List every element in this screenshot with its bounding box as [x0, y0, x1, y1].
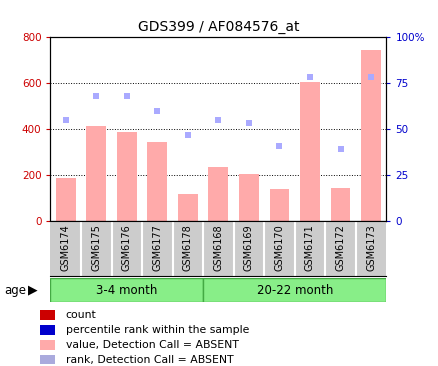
Text: rank, Detection Call = ABSENT: rank, Detection Call = ABSENT: [66, 355, 233, 365]
Bar: [50, 278, 203, 302]
Point: [153, 108, 160, 113]
Bar: [56, 178, 75, 221]
Title: GDS399 / AF084576_at: GDS399 / AF084576_at: [138, 20, 298, 34]
Text: GSM6168: GSM6168: [213, 224, 223, 271]
Point: [306, 74, 313, 80]
Text: ▶: ▶: [28, 284, 38, 296]
Bar: [238, 174, 258, 221]
Text: value, Detection Call = ABSENT: value, Detection Call = ABSENT: [66, 340, 238, 350]
Point: [245, 120, 252, 126]
Point: [123, 93, 130, 99]
Text: GSM6171: GSM6171: [304, 224, 314, 271]
Text: percentile rank within the sample: percentile rank within the sample: [66, 325, 249, 335]
Bar: [39, 325, 55, 335]
Text: 20-22 month: 20-22 month: [256, 284, 332, 296]
Bar: [39, 340, 55, 350]
Point: [184, 132, 191, 138]
Point: [92, 93, 99, 99]
Bar: [39, 355, 55, 365]
Text: GSM6176: GSM6176: [121, 224, 131, 271]
Bar: [203, 278, 385, 302]
Text: count: count: [66, 310, 96, 320]
Text: GSM6178: GSM6178: [183, 224, 192, 271]
Text: GSM6173: GSM6173: [365, 224, 375, 271]
Point: [367, 74, 374, 80]
Bar: [360, 51, 380, 221]
Point: [276, 143, 283, 149]
Text: GSM6177: GSM6177: [152, 224, 162, 271]
Point: [62, 117, 69, 123]
Point: [214, 117, 221, 123]
Bar: [208, 167, 228, 221]
Point: [336, 146, 343, 152]
Bar: [300, 82, 319, 221]
Text: GSM6170: GSM6170: [274, 224, 284, 271]
Bar: [147, 142, 167, 221]
Text: age: age: [4, 284, 26, 296]
Text: 3-4 month: 3-4 month: [96, 284, 157, 296]
Bar: [330, 188, 350, 221]
Text: GSM6172: GSM6172: [335, 224, 345, 271]
Bar: [269, 189, 289, 221]
Text: GSM6175: GSM6175: [91, 224, 101, 271]
Bar: [177, 194, 198, 221]
Bar: [86, 126, 106, 221]
Bar: [117, 132, 136, 221]
Bar: [39, 310, 55, 320]
Text: GSM6174: GSM6174: [60, 224, 71, 271]
Text: GSM6169: GSM6169: [244, 224, 253, 271]
